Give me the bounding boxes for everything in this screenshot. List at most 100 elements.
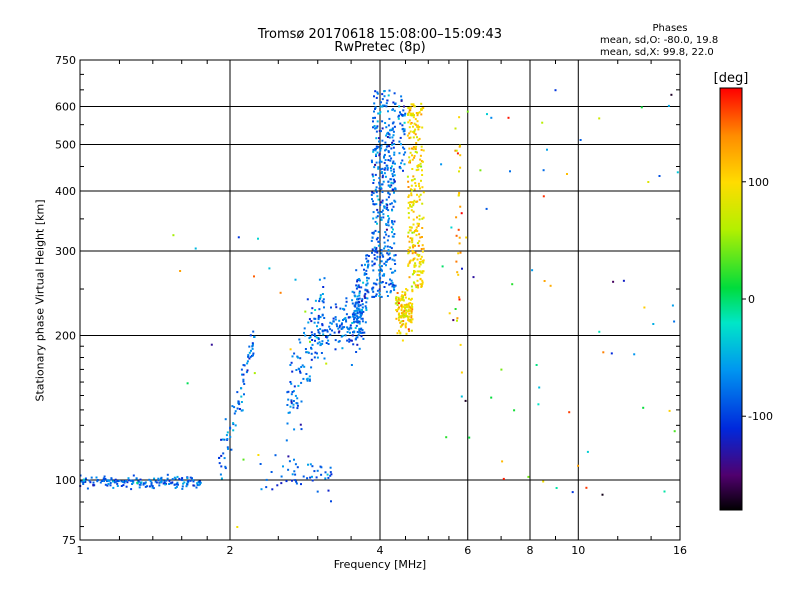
data-point xyxy=(171,481,174,484)
data-point xyxy=(306,477,309,480)
data-point xyxy=(413,265,416,268)
data-point xyxy=(392,160,395,163)
data-point xyxy=(416,200,419,203)
data-point xyxy=(400,162,403,165)
data-point xyxy=(120,485,123,487)
data-point xyxy=(416,136,418,139)
data-point xyxy=(401,323,404,326)
colorbar-segment xyxy=(720,122,742,124)
colorbar-segment xyxy=(720,334,742,336)
data-point xyxy=(158,481,161,484)
colorbar-segment xyxy=(720,363,742,365)
data-point xyxy=(164,483,167,486)
data-point xyxy=(114,478,117,481)
colorbar-segment xyxy=(720,226,742,228)
data-point xyxy=(322,301,325,304)
data-point xyxy=(220,465,223,468)
colorbar-segment xyxy=(720,508,742,510)
data-point xyxy=(357,308,360,310)
data-point xyxy=(387,219,390,222)
colorbar-segment xyxy=(720,121,742,123)
colorbar-segment xyxy=(720,182,742,184)
data-point xyxy=(417,126,420,129)
data-point xyxy=(192,479,195,482)
data-point xyxy=(247,355,249,358)
data-point xyxy=(323,317,326,319)
data-point xyxy=(383,273,386,276)
data-point xyxy=(383,153,386,156)
data-point xyxy=(386,245,389,248)
data-point xyxy=(127,479,130,482)
data-point xyxy=(379,277,382,280)
data-point xyxy=(265,478,268,481)
colorbar-segment xyxy=(720,373,742,375)
data-point xyxy=(305,378,308,381)
data-point xyxy=(602,351,605,354)
data-point xyxy=(224,467,227,470)
data-point xyxy=(409,114,412,117)
data-point xyxy=(279,291,282,294)
colorbar-segment xyxy=(720,164,742,166)
colorbar-segment xyxy=(720,460,742,462)
data-point xyxy=(415,169,418,172)
data-point xyxy=(349,339,352,342)
data-point xyxy=(378,161,381,164)
data-point xyxy=(379,111,382,113)
data-point xyxy=(371,248,374,251)
data-point xyxy=(291,391,294,393)
data-point xyxy=(673,320,676,323)
data-point xyxy=(458,116,461,119)
colorbar-segment xyxy=(720,471,742,473)
colorbar-segment xyxy=(720,275,742,277)
data-point xyxy=(138,486,141,489)
data-point xyxy=(372,231,375,234)
data-point xyxy=(390,226,393,229)
data-point xyxy=(163,481,166,484)
data-point xyxy=(311,465,314,468)
data-point xyxy=(403,128,406,131)
data-point xyxy=(389,282,392,285)
data-point xyxy=(106,479,109,482)
data-point xyxy=(386,136,389,138)
data-point xyxy=(102,477,105,480)
data-point xyxy=(307,321,310,324)
data-point xyxy=(171,478,174,481)
colorbar-segment xyxy=(720,344,742,346)
data-point xyxy=(116,480,119,483)
data-point xyxy=(388,258,391,261)
data-point xyxy=(412,258,415,261)
colorbar-segment xyxy=(720,208,742,210)
colorbar-segment xyxy=(720,263,742,265)
data-point xyxy=(351,313,354,316)
data-point xyxy=(409,246,412,249)
data-point xyxy=(308,378,311,381)
colorbar-segment xyxy=(720,194,742,196)
colorbar-segment xyxy=(720,478,742,480)
colorbar-segment xyxy=(720,286,742,288)
data-point xyxy=(392,223,395,226)
data-point xyxy=(253,275,255,278)
data-point xyxy=(409,112,412,115)
data-point xyxy=(380,147,383,150)
data-point xyxy=(387,209,390,212)
data-point xyxy=(260,488,263,491)
data-point xyxy=(378,295,381,297)
colorbar-segment xyxy=(720,341,742,343)
data-point xyxy=(353,291,356,294)
colorbar-segment xyxy=(720,421,742,423)
data-point xyxy=(389,246,392,248)
colorbar-segment xyxy=(720,464,742,466)
data-point xyxy=(412,136,415,139)
data-point xyxy=(346,331,349,333)
data-point xyxy=(416,279,419,282)
data-point xyxy=(393,178,395,181)
data-point xyxy=(577,464,580,467)
colorbar-segment xyxy=(720,106,742,108)
data-point xyxy=(357,334,360,337)
colorbar-segment xyxy=(720,252,742,254)
data-point xyxy=(549,284,552,287)
data-point xyxy=(290,400,293,403)
colorbar-segment xyxy=(720,317,742,319)
colorbar-segment xyxy=(720,100,742,102)
data-point xyxy=(293,385,296,388)
